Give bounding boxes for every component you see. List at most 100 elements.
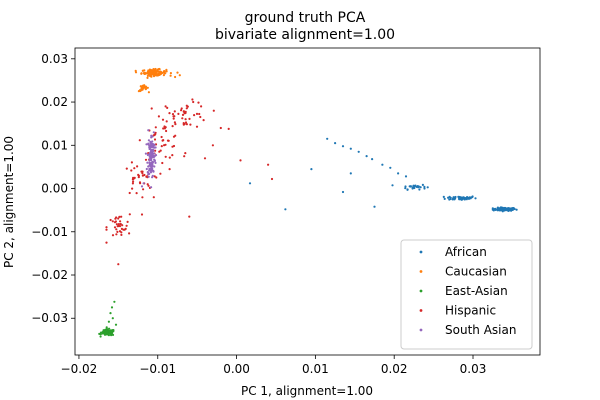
south-asian-point bbox=[154, 154, 158, 157]
hispanic-point bbox=[197, 101, 200, 104]
caucasian-point bbox=[178, 74, 181, 77]
caucasian-point bbox=[156, 68, 159, 71]
african-point bbox=[397, 172, 400, 175]
south-asian-point bbox=[149, 158, 153, 161]
african-point bbox=[411, 186, 414, 189]
african-point bbox=[426, 186, 429, 189]
hispanic-point bbox=[203, 157, 207, 160]
south-asian-point bbox=[147, 175, 150, 178]
african-point bbox=[404, 175, 408, 178]
hispanic-point bbox=[171, 125, 174, 128]
hispanic-point bbox=[154, 131, 157, 134]
y-axis-label: PC 2, alignment=1.00 bbox=[2, 136, 16, 268]
hispanic-point bbox=[115, 233, 118, 236]
african-point bbox=[423, 187, 426, 190]
african-point bbox=[442, 195, 445, 198]
african-point bbox=[509, 207, 512, 210]
south-asian-point bbox=[154, 146, 157, 149]
caucasian-point bbox=[140, 87, 143, 90]
african-point bbox=[496, 206, 499, 209]
hispanic-point bbox=[168, 168, 171, 171]
east-asian-point bbox=[105, 331, 109, 334]
hispanic-point bbox=[161, 118, 165, 121]
hispanic-point bbox=[195, 125, 199, 128]
south-asian-point bbox=[152, 131, 155, 134]
hispanic-point bbox=[181, 117, 184, 120]
hispanic-point bbox=[184, 110, 187, 113]
hispanic-point bbox=[128, 213, 131, 216]
african-point bbox=[501, 209, 505, 212]
south-asian-point bbox=[150, 150, 153, 153]
caucasian-point bbox=[149, 70, 153, 73]
east-asian-point bbox=[110, 306, 114, 309]
hispanic-point bbox=[159, 149, 162, 152]
caucasian-point bbox=[146, 76, 149, 79]
x-tick-label: −0.01 bbox=[139, 362, 176, 376]
caucasian-point bbox=[158, 71, 161, 74]
south-asian-point bbox=[153, 158, 156, 161]
african-point bbox=[404, 185, 407, 188]
east-asian-point bbox=[114, 323, 118, 326]
african-point bbox=[404, 187, 407, 190]
south-asian-point bbox=[149, 140, 152, 143]
hispanic-point bbox=[113, 226, 117, 229]
african-point bbox=[453, 198, 456, 201]
y-axis-ticks: −0.03 −0.02 −0.01 0.00 0.01 0.02 0.03 bbox=[31, 52, 75, 325]
east-asian-point bbox=[107, 320, 110, 323]
east-asian-point bbox=[113, 300, 116, 303]
caucasian-point bbox=[154, 69, 157, 72]
east-asian-point bbox=[110, 333, 113, 336]
hispanic-point bbox=[185, 107, 188, 110]
hispanic-point bbox=[183, 155, 186, 158]
hispanic-point bbox=[117, 224, 120, 228]
hispanic-point bbox=[270, 177, 274, 181]
hispanic-point bbox=[144, 158, 148, 161]
y-tick-label: 0.00 bbox=[41, 182, 68, 196]
legend-box bbox=[400, 239, 533, 350]
hispanic-point bbox=[115, 228, 118, 231]
y-tick-label: 0.03 bbox=[41, 52, 68, 66]
african-point bbox=[491, 207, 494, 210]
east-asian-point bbox=[99, 333, 102, 336]
hispanic-point bbox=[105, 241, 108, 244]
african-point bbox=[414, 184, 417, 187]
hispanic-point bbox=[120, 231, 123, 234]
south-asian-point bbox=[148, 161, 151, 165]
east-asian-point bbox=[111, 333, 115, 336]
south-asian-point bbox=[146, 171, 149, 174]
x-tick-label: −0.02 bbox=[61, 362, 98, 376]
hispanic-point bbox=[159, 172, 162, 175]
caucasian-point bbox=[176, 71, 179, 74]
hispanic-point bbox=[123, 228, 126, 231]
african-point bbox=[447, 196, 450, 199]
hispanic-point bbox=[138, 181, 142, 184]
hispanic-point bbox=[120, 227, 123, 230]
x-axis-ticks: −0.02 −0.01 0.00 0.01 0.02 0.03 bbox=[61, 355, 486, 376]
hispanic-point bbox=[180, 107, 183, 110]
caucasian-point bbox=[146, 86, 149, 89]
hispanic-point bbox=[153, 175, 156, 178]
south-asian-point bbox=[147, 129, 150, 132]
east-asian-point bbox=[107, 334, 110, 337]
african-point bbox=[408, 185, 411, 188]
south-asian-point bbox=[146, 153, 149, 157]
hispanic-point bbox=[120, 215, 123, 218]
legend: African Caucasian East-Asian Hispanic South … bbox=[400, 239, 533, 350]
legend-marker-caucasian bbox=[419, 270, 423, 273]
hispanic-point bbox=[154, 126, 157, 129]
caucasian-point bbox=[148, 68, 151, 71]
hispanic-point bbox=[135, 192, 138, 195]
south-asian-point bbox=[151, 153, 154, 156]
east-asian-point bbox=[108, 327, 111, 330]
hispanic-point bbox=[171, 145, 174, 148]
hispanic-point bbox=[140, 170, 143, 173]
african-point bbox=[341, 190, 345, 194]
african-point bbox=[465, 196, 469, 199]
x-tick-label: 0.00 bbox=[223, 362, 250, 376]
south-asian-point bbox=[147, 139, 150, 142]
south-asian-point bbox=[147, 173, 150, 176]
south-asian-point bbox=[152, 156, 155, 159]
hispanic-point bbox=[164, 126, 167, 129]
african-point bbox=[423, 185, 426, 188]
hispanic-point bbox=[239, 159, 242, 162]
